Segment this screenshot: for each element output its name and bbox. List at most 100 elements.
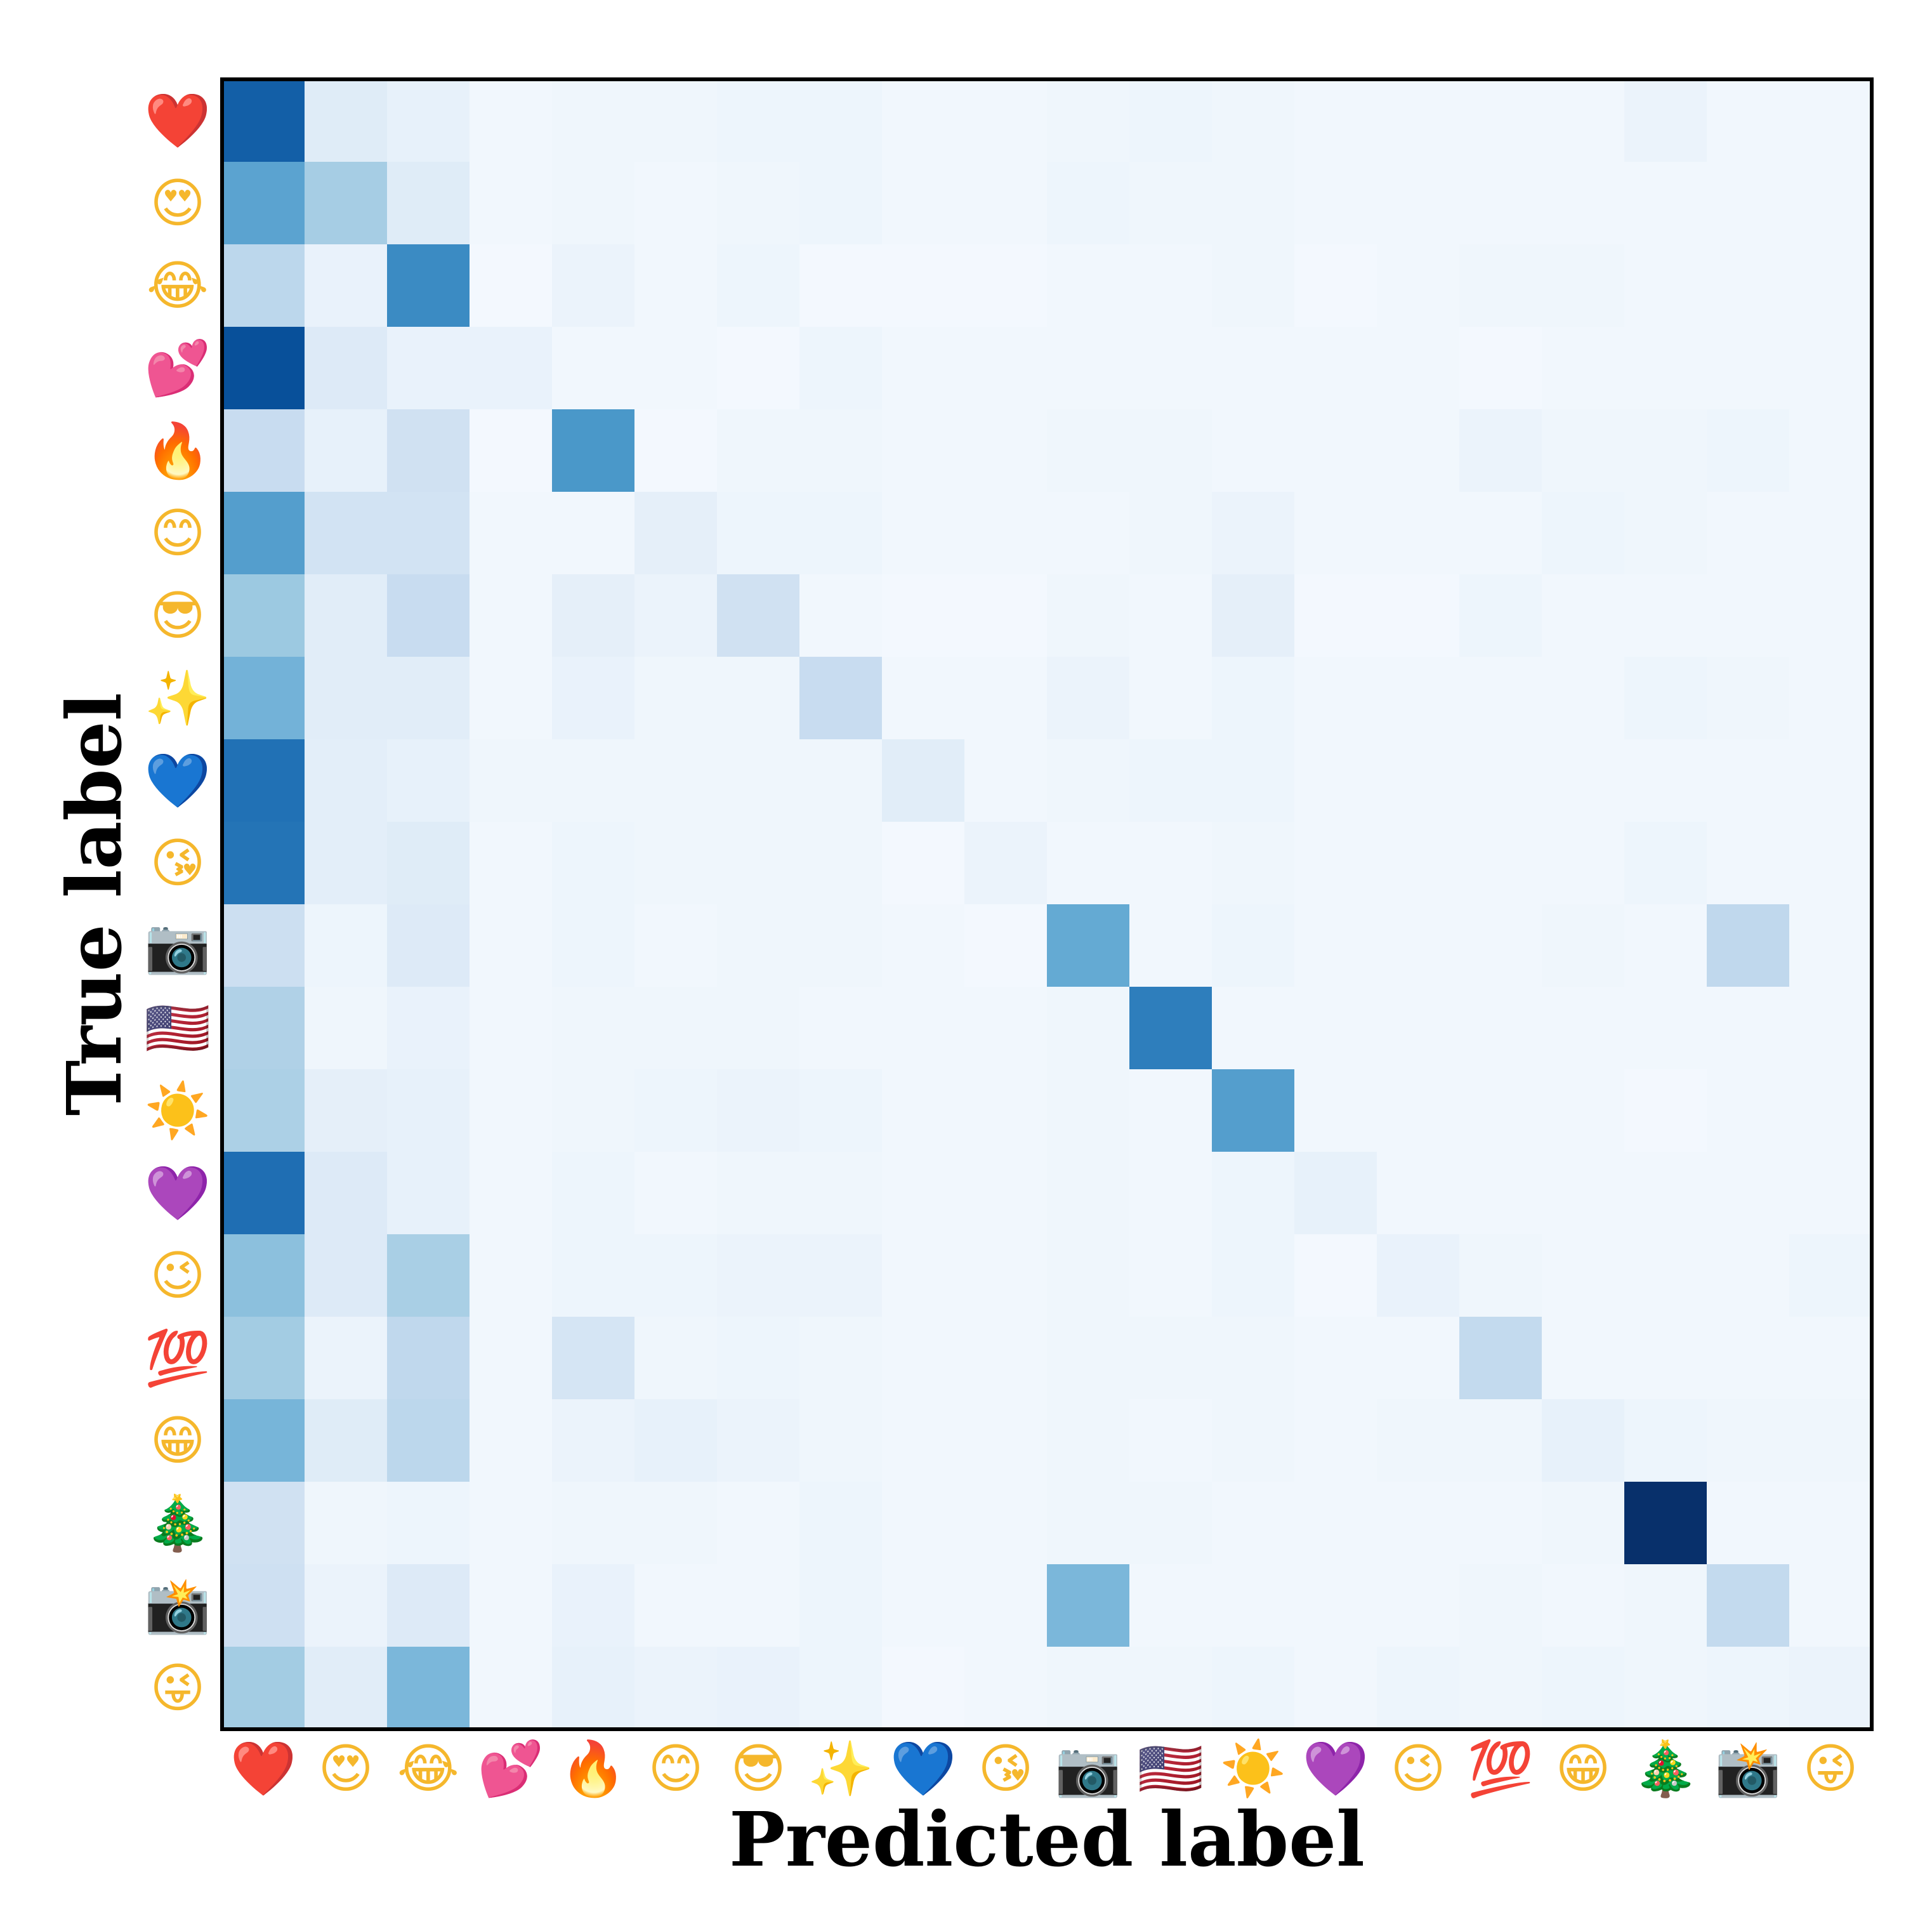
heatmap-cell	[1624, 409, 1707, 492]
heatmap-cell	[305, 1482, 388, 1565]
heatmap-cell	[882, 904, 965, 987]
x-tick-label: 😊	[648, 1737, 704, 1800]
heatmap-cell	[717, 409, 800, 492]
heatmap-cell	[1047, 904, 1130, 987]
heatmap-cell	[387, 574, 470, 657]
heatmap-cell	[717, 79, 800, 162]
heatmap-cell	[1624, 162, 1707, 245]
heatmap-cell	[717, 244, 800, 327]
heatmap-cell	[387, 822, 470, 905]
heatmap-cell	[1129, 79, 1212, 162]
heatmap-cell	[552, 1482, 635, 1565]
heatmap-cell	[1542, 1234, 1625, 1317]
heatmap-cell	[1707, 1152, 1790, 1235]
heatmap-cell	[882, 822, 965, 905]
heatmap-cell	[470, 657, 553, 740]
heatmap-cell	[1624, 1317, 1707, 1400]
heatmap-cell	[387, 739, 470, 822]
heatmap-cell	[1459, 1069, 1542, 1152]
heatmap-cell	[964, 79, 1048, 162]
heatmap-cell	[470, 1399, 553, 1482]
heatmap-cell	[552, 244, 635, 327]
x-tick-label: 🎄	[1633, 1737, 1699, 1800]
heatmap-cell	[634, 987, 718, 1070]
heatmap-cell	[1459, 1317, 1542, 1400]
heatmap-cell	[717, 1152, 800, 1235]
heatmap-cell	[1129, 904, 1212, 987]
heatmap-cell	[717, 1317, 800, 1400]
heatmap-cell	[222, 1564, 305, 1647]
heatmap-cell	[964, 904, 1048, 987]
heatmap-cell	[1047, 1069, 1130, 1152]
heatmap-cell	[1542, 739, 1625, 822]
heatmap-cell	[1047, 244, 1130, 327]
heatmap-cell	[222, 987, 305, 1070]
y-tick-label: 😁	[150, 1409, 206, 1472]
heatmap-cell	[470, 492, 553, 575]
heatmap-cell	[1459, 574, 1542, 657]
heatmap-cell	[882, 739, 965, 822]
heatmap-cell	[964, 822, 1048, 905]
heatmap-cell	[552, 409, 635, 492]
heatmap-cell	[799, 327, 883, 410]
y-tick-label: 💙	[145, 749, 211, 812]
heatmap-cell	[1047, 987, 1130, 1070]
heatmap-cell	[1542, 409, 1625, 492]
heatmap-cell	[1377, 1234, 1460, 1317]
heatmap-cell	[1129, 1152, 1212, 1235]
heatmap-cell	[882, 1399, 965, 1482]
heatmap-cell	[882, 1482, 965, 1565]
heatmap-cell	[1707, 1564, 1790, 1647]
x-tick-label: 😂	[397, 1737, 459, 1800]
heatmap-cell	[1129, 987, 1212, 1070]
heatmap-cell	[1542, 244, 1625, 327]
heatmap-cell	[305, 904, 388, 987]
x-tick-label: ✨	[808, 1737, 874, 1800]
heatmap-cell	[1789, 739, 1872, 822]
heatmap-cell	[1542, 1399, 1625, 1482]
heatmap-cell	[387, 409, 470, 492]
heatmap-cell	[552, 739, 635, 822]
heatmap-cell	[1212, 1234, 1295, 1317]
heatmap-cell	[882, 1234, 965, 1317]
heatmap-cell	[1047, 1234, 1130, 1317]
heatmap-cell	[1624, 492, 1707, 575]
heatmap-cell	[552, 987, 635, 1070]
heatmap-cell	[470, 1564, 553, 1647]
x-tick-label: 😉	[1390, 1737, 1446, 1800]
heatmap-cell	[964, 162, 1048, 245]
heatmap-cell	[1789, 1069, 1872, 1152]
heatmap-cell	[470, 1482, 553, 1565]
heatmap-cell	[470, 904, 553, 987]
heatmap-cell	[634, 904, 718, 987]
heatmap-cell	[1377, 739, 1460, 822]
heatmap-cell	[1789, 492, 1872, 575]
heatmap-cell	[1707, 987, 1790, 1070]
heatmap-cell	[552, 327, 635, 410]
heatmap-cell	[1624, 987, 1707, 1070]
heatmap-cell	[1294, 79, 1377, 162]
heatmap-cell	[1294, 1482, 1377, 1565]
heatmap-cell	[1542, 1069, 1625, 1152]
heatmap-cell	[1129, 327, 1212, 410]
heatmap-cell	[1212, 1482, 1295, 1565]
heatmap-cell	[1707, 574, 1790, 657]
heatmap-cell	[1377, 244, 1460, 327]
heatmap-cell	[1212, 1399, 1295, 1482]
heatmap-cell	[305, 739, 388, 822]
heatmap-cell	[1624, 1482, 1707, 1565]
heatmap-cell	[799, 574, 883, 657]
heatmap-cell	[1377, 1482, 1460, 1565]
heatmap-cell	[1212, 1152, 1295, 1235]
heatmap-cell	[222, 79, 305, 162]
heatmap-cell	[1624, 1564, 1707, 1647]
heatmap-cell	[1047, 1399, 1130, 1482]
x-tick-label: 🔥	[560, 1737, 627, 1800]
heatmap-cell	[305, 492, 388, 575]
y-axis-title: True label	[50, 692, 138, 1116]
heatmap-cell	[1294, 1152, 1377, 1235]
heatmap-cell	[1047, 1647, 1130, 1730]
heatmap-cell	[1789, 162, 1872, 245]
heatmap-cell	[1707, 1069, 1790, 1152]
heatmap-cell	[1047, 1564, 1130, 1647]
